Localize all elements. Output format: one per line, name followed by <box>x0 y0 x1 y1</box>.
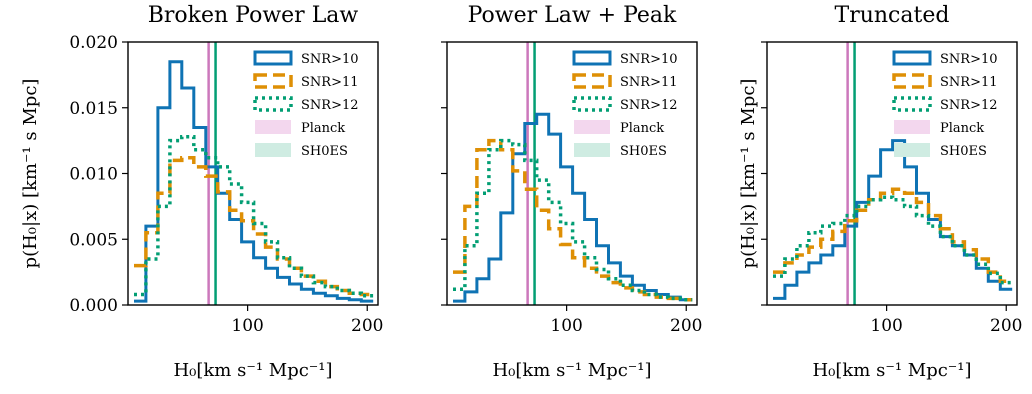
y-tick-label: 0.005 <box>69 230 118 250</box>
series-snrgt10 <box>453 112 693 303</box>
legend-swatch <box>253 73 293 89</box>
legend-swatch <box>892 73 932 89</box>
series-snrgt12 <box>773 195 1013 285</box>
panel-title: Broken Power Law <box>148 3 359 28</box>
legend-swatch <box>253 96 293 112</box>
y-tick-label: 0.015 <box>69 99 118 119</box>
y-tick-label: 0.010 <box>69 165 118 185</box>
series-snrgt12 <box>134 134 374 298</box>
series-snrgt11 <box>453 138 693 302</box>
y-tick-label: 0.020 <box>69 33 118 53</box>
legend-label: SNR>11 <box>620 75 678 90</box>
legend-swatch <box>892 50 932 66</box>
panel-1: Broken Power Law 100 200 0.000 0.005 0.010 0.0… <box>20 3 383 381</box>
legend-label: Planck <box>301 121 345 136</box>
legend-swatch <box>572 96 612 112</box>
x-axis-label: H₀[km s⁻¹ Mpc⁻¹] <box>173 360 332 381</box>
x-tick-label: 100 <box>870 316 902 336</box>
series-snrgt11 <box>773 187 1013 284</box>
legend-swatch <box>574 143 610 157</box>
series-snrgt11 <box>134 155 374 297</box>
legend-label: SNR>11 <box>301 75 359 90</box>
legend-label: Planck <box>940 121 984 136</box>
legend-swatch <box>255 120 291 134</box>
legend-swatch <box>894 120 930 134</box>
legend-swatch <box>894 143 930 157</box>
legend-label: SNR>12 <box>940 98 998 113</box>
x-tick-label: 100 <box>550 316 582 336</box>
series-snrgt10 <box>134 60 374 303</box>
x-axis-label: H₀[km s⁻¹ Mpc⁻¹] <box>812 360 971 381</box>
legend-label: SNR>10 <box>620 52 678 67</box>
legend-swatch <box>572 50 612 66</box>
legend-label: Planck <box>620 121 664 136</box>
legend-label: SH0ES <box>940 144 987 159</box>
series-snrgt12 <box>453 138 693 302</box>
panel-title: Truncated <box>835 3 950 28</box>
legend-swatch <box>892 96 932 112</box>
x-tick-label: 100 <box>231 316 263 336</box>
x-tick-label: 200 <box>351 316 383 336</box>
x-tick-label: 200 <box>670 316 702 336</box>
panel-3: Truncated 100 200 H₀[km s⁻¹ Mpc⁻¹] p(H₀|x) [… <box>738 3 1022 381</box>
legend-label: SNR>12 <box>620 98 678 113</box>
x-axis-label: H₀[km s⁻¹ Mpc⁻¹] <box>492 360 651 381</box>
series-snrgt10 <box>773 139 1013 300</box>
panel-2: Power Law + Peak 100 200 H₀[km s⁻¹ Mpc⁻¹] SN… <box>441 3 702 381</box>
legend-label: SNR>10 <box>940 52 998 67</box>
legend-label: SNR>10 <box>301 52 359 67</box>
x-tick-label: 200 <box>990 316 1022 336</box>
legend: SNR>10 SNR>11 SNR>12 Planck SH0ES <box>253 50 359 159</box>
legend: SNR>10 SNR>11 SNR>12 Planck SH0ES <box>572 50 678 159</box>
y-tick-label: 0.000 <box>69 296 118 316</box>
legend-label: SNR>12 <box>301 98 359 113</box>
legend: SNR>10 SNR>11 SNR>12 Planck SH0ES <box>892 50 998 159</box>
panel-title: Power Law + Peak <box>468 3 677 28</box>
legend-swatch <box>255 143 291 157</box>
legend-label: SH0ES <box>301 144 348 159</box>
legend-swatch <box>572 73 612 89</box>
y-axis-label: p(H₀|x) [km⁻¹ s Mpc] <box>738 79 759 269</box>
legend-swatch <box>253 50 293 66</box>
legend-label: SH0ES <box>620 144 667 159</box>
y-axis-label: p(H₀|x) [km⁻¹ s Mpc] <box>20 79 41 269</box>
legend-label: SNR>11 <box>940 75 998 90</box>
legend-swatch <box>574 120 610 134</box>
